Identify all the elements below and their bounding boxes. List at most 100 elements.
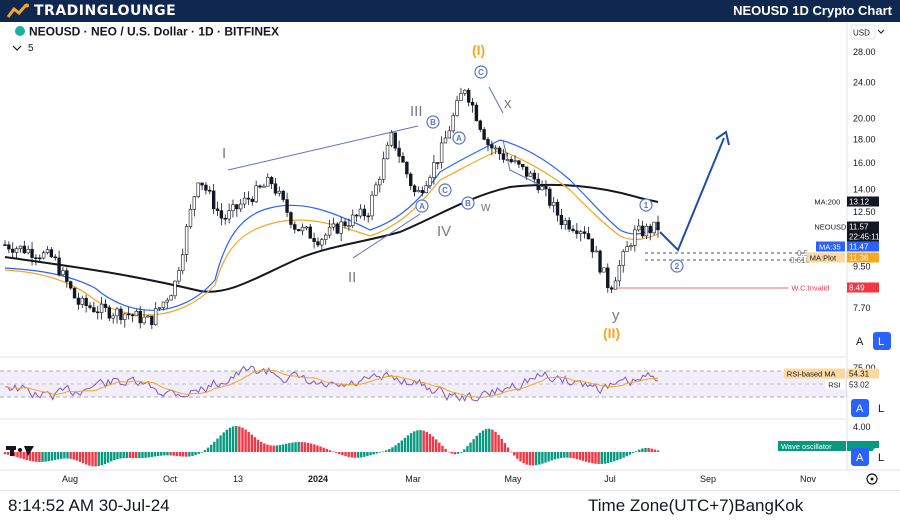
osc-bar — [353, 452, 357, 458]
price-axis[interactable]: 28.00 24.00 20.00 18.00 16.00 14.00 12.50 9.50 7… — [853, 47, 876, 313]
osc-bar — [531, 452, 535, 466]
candle — [501, 148, 506, 163]
candle — [138, 305, 142, 329]
candle — [14, 246, 19, 259]
osc-log-button[interactable] — [873, 448, 891, 466]
osc-bar — [297, 441, 300, 452]
osc-auto-button[interactable] — [851, 448, 869, 466]
svg-text:A: A — [419, 202, 425, 211]
candle — [7, 241, 11, 254]
osc-bar — [41, 452, 44, 462]
candle — [273, 177, 278, 196]
osc-bar — [656, 450, 660, 452]
candle — [246, 191, 251, 206]
time-axis[interactable]: Aug Oct 13 2024 Mar May Jul Sep Nov — [62, 474, 817, 484]
chart-canvas[interactable]: 28.0024.0020.0018.0016.0014.0012.509.507… — [0, 22, 900, 490]
osc-bar — [509, 451, 513, 453]
candle — [416, 186, 421, 193]
osc-bar — [547, 452, 550, 462]
rsi-auto-button[interactable] — [851, 399, 869, 417]
auto-scale-button[interactable] — [851, 332, 869, 350]
candle — [115, 306, 119, 324]
candle — [258, 184, 262, 189]
log-scale-button[interactable] — [873, 332, 891, 350]
osc-bar — [378, 452, 382, 453]
osc-bar — [481, 430, 485, 452]
osc-bar — [153, 452, 157, 457]
osc-bar — [235, 425, 238, 452]
osc-bar — [163, 452, 166, 456]
osc-bar — [534, 452, 538, 466]
time-tick-label: Mar — [405, 474, 421, 484]
osc-bar — [625, 452, 628, 457]
fib-0.5-label: 0.5 — [797, 249, 809, 258]
candle — [617, 259, 622, 287]
osc-bar — [91, 452, 94, 467]
osc-bar — [613, 452, 616, 462]
candle — [613, 276, 618, 290]
wave-IV-label: IV — [437, 223, 451, 240]
osc-bar — [141, 452, 144, 459]
candle — [165, 297, 169, 309]
price-tick-label: 24.00 — [853, 78, 876, 88]
osc-bar — [359, 452, 363, 458]
osc-bar — [78, 452, 82, 462]
osc-bar — [160, 452, 163, 456]
osc-bar — [375, 452, 379, 454]
osc-bar — [491, 429, 494, 452]
rsi-log-button[interactable] — [873, 399, 891, 417]
osc-bar — [325, 448, 329, 452]
settings-gear-icon[interactable] — [866, 473, 878, 485]
osc-auto-label: A — [856, 452, 864, 464]
candle — [215, 201, 220, 217]
osc-bar — [156, 452, 160, 457]
osc-labels: Wave oscillator — [778, 441, 879, 451]
candle — [524, 166, 529, 180]
osc-bar — [175, 452, 179, 456]
circle-label-circle_A2: A — [415, 199, 429, 213]
osc-bar — [475, 435, 478, 452]
candle — [324, 233, 328, 245]
candle — [103, 299, 108, 313]
osc-bar — [119, 452, 122, 459]
candle — [351, 209, 355, 228]
candle — [652, 221, 656, 236]
osc-bar — [72, 452, 75, 460]
osc-bar — [188, 452, 191, 457]
osc-bar — [135, 452, 138, 459]
currency-selector[interactable] — [850, 24, 876, 40]
osc-axis: 4.00 — [853, 422, 871, 432]
rsi-tick-label: 75.00 — [853, 363, 876, 373]
candle — [146, 314, 150, 318]
osc-bar — [94, 452, 97, 467]
osc-bar — [434, 439, 438, 452]
osc-bar — [288, 443, 291, 452]
osc-bar — [381, 451, 385, 453]
price-tick-label: 18.00 — [853, 135, 876, 145]
price-tick-label: 16.00 — [853, 158, 876, 168]
chevron-down-icon[interactable] — [12, 45, 22, 51]
osc-bar — [266, 444, 269, 452]
svg-text:1: 1 — [644, 201, 649, 210]
osc-bar — [350, 452, 354, 458]
candle — [285, 192, 289, 218]
candle — [169, 294, 173, 301]
rsi-label-1: RSI 53.02 — [825, 379, 879, 390]
osc-bar — [438, 442, 441, 452]
osc-bar — [110, 452, 113, 462]
candle — [451, 112, 455, 134]
svg-text:MA:Plot: MA:Plot — [810, 254, 837, 263]
candle — [126, 307, 131, 320]
candle — [594, 245, 598, 253]
candle — [621, 249, 625, 273]
chevron-down-icon[interactable] — [877, 29, 885, 34]
osc-bar — [228, 427, 232, 452]
osc-bar — [341, 452, 344, 456]
osc-bar — [19, 452, 22, 459]
chart-title: NEOUSD 1D Crypto Chart — [733, 3, 892, 18]
indicator-count[interactable]: 5 — [28, 43, 34, 54]
candle — [231, 199, 235, 218]
price-tick-label: 20.00 — [853, 114, 876, 124]
osc-bar — [263, 443, 266, 452]
candle — [366, 212, 370, 223]
